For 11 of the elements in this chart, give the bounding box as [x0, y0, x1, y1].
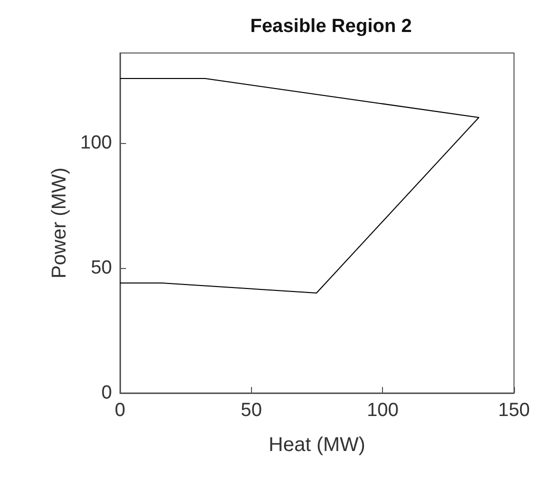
x-tick-label: 50 — [240, 400, 262, 421]
chart-title: Feasible Region 2 — [250, 16, 412, 37]
x-tick-label: 0 — [114, 400, 126, 421]
line-series — [120, 78, 480, 294]
x-tick-label: 100 — [366, 400, 399, 421]
y-tick-label: 50 — [90, 258, 112, 278]
y-axis-title: Power (MW) — [48, 167, 70, 279]
x-tick-label: 150 — [498, 400, 530, 421]
y-tick-label: 0 — [101, 382, 112, 404]
x-axis-title: Heat (MW) — [268, 434, 366, 456]
y-tick-label: 100 — [80, 132, 112, 154]
